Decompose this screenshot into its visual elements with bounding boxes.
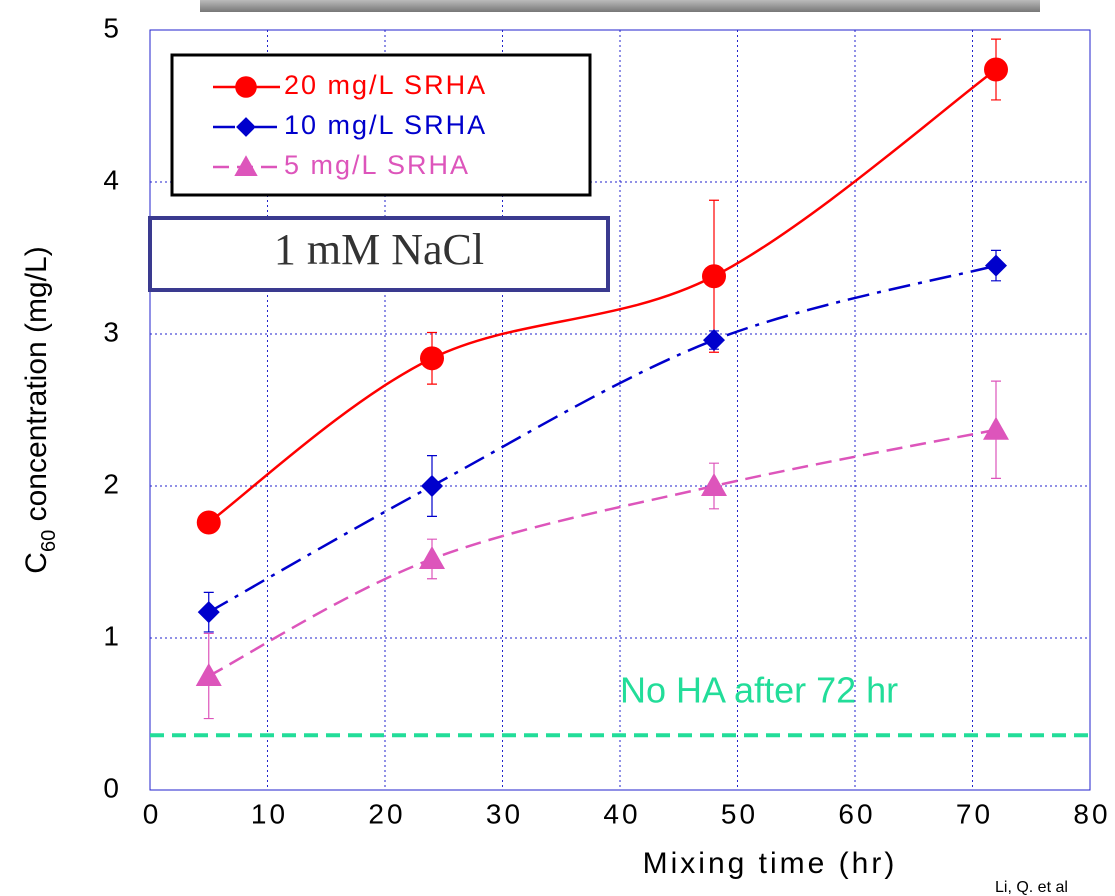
marker (197, 601, 220, 624)
x-tick-label: 60 (838, 798, 875, 829)
y-tick-label: 3 (103, 316, 122, 347)
citation: Li, Q. et al (995, 879, 1068, 896)
x-tick-label: 70 (956, 798, 993, 829)
marker (195, 663, 222, 686)
marker (419, 545, 445, 569)
x-tick-label: 50 (721, 798, 758, 829)
y-label-main: C (20, 552, 53, 574)
y-tick-label: 1 (103, 620, 122, 651)
x-tick-label: 0 (143, 798, 162, 829)
top-bar (200, 0, 1040, 12)
marker (234, 155, 258, 176)
marker (983, 416, 1009, 440)
x-tick-label: 10 (251, 798, 288, 829)
y-axis-label: C60 concentration (mg/L) (20, 246, 60, 573)
y-tick-label: 2 (103, 468, 122, 499)
legend: 20 mg/L SRHA 10 mg/L SRHA 5 mg/L SRHA (170, 53, 592, 197)
legend-label: 20 mg/L SRHA (284, 70, 487, 100)
x-tick-label: 40 (603, 798, 640, 829)
x-axis-label: Mixing time (hr) (643, 847, 898, 880)
y-tick-label: 4 (103, 164, 122, 195)
marker (420, 346, 444, 371)
series-line (208, 428, 997, 678)
y-tick-label: 0 (103, 772, 122, 803)
y-label-rest: concentration (mg/L) (20, 246, 53, 529)
marker (703, 329, 725, 352)
marker (701, 473, 727, 496)
plot-area: 0 10 20 30 40 50 60 70 80 0 1 2 3 4 5 20 mg/L SRHA 10 mg… (103, 12, 1110, 829)
marker (702, 264, 726, 289)
x-tick-label: 20 (368, 798, 405, 829)
plot-frame (149, 29, 1091, 791)
marker (235, 76, 257, 98)
marker (196, 510, 221, 535)
y-tick-label: 5 (103, 12, 122, 43)
annotation-box (148, 216, 610, 292)
legend-label: 5 mg/L SRHA (284, 150, 470, 180)
x-tick-label: 80 (1073, 798, 1110, 829)
marker (421, 475, 443, 497)
marker (984, 57, 1008, 82)
reference-label: No HA after 72 hr (620, 670, 898, 711)
marker (236, 117, 256, 137)
annotation: 1 mM NaCl (274, 225, 484, 274)
legend-label: 10 mg/L SRHA (284, 110, 487, 140)
marker (985, 254, 1007, 277)
series-line (208, 264, 997, 614)
y-label-sub: 60 (38, 530, 60, 552)
series-line (208, 68, 997, 524)
x-tick-label: 30 (486, 798, 523, 829)
